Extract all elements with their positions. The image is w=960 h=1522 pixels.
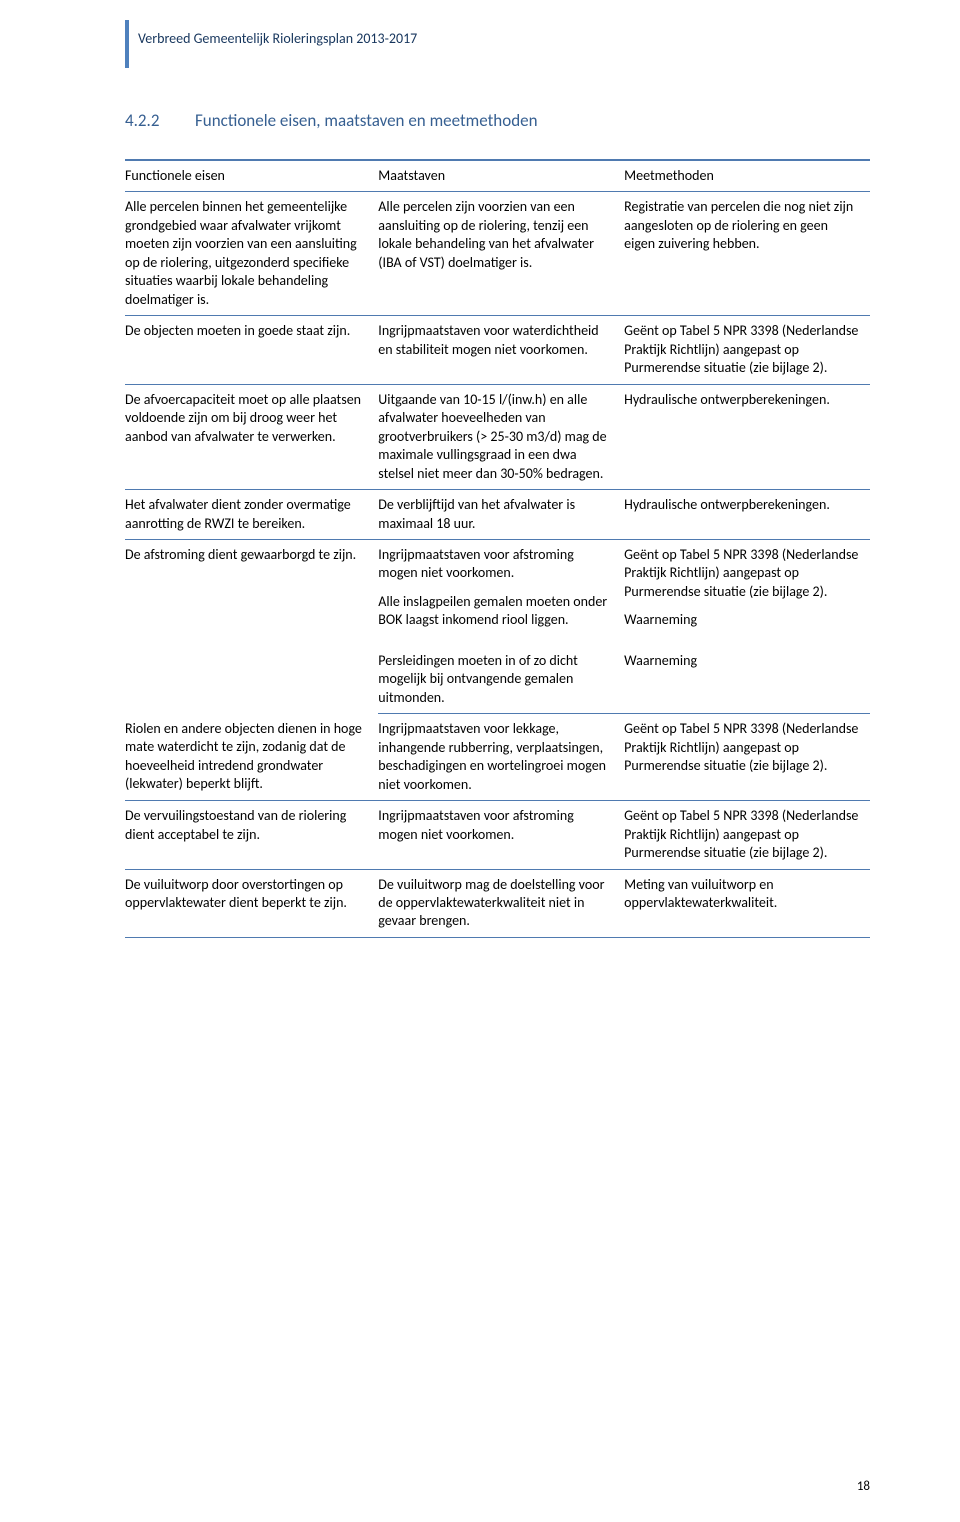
table-row: De vuiluitworp door overstortingen op op… xyxy=(125,869,870,937)
table-row: Alle percelen binnen het gemeentelijke g… xyxy=(125,192,870,316)
cell-functionele-eisen: De vuiluitworp door overstortingen op op… xyxy=(125,869,378,937)
col-header-maatstaven: Maatstaven xyxy=(378,160,624,192)
document-header: Verbreed Gemeentelijk Rioleringsplan 201… xyxy=(138,30,417,47)
cell-meetmethoden: Waarneming xyxy=(624,636,870,714)
cell-functionele-eisen: De objecten moeten in goede staat zijn. xyxy=(125,316,378,384)
table-row: De objecten moeten in goede staat zijn. … xyxy=(125,316,870,384)
cell-functionele-eisen: Riolen en andere objecten dienen in hoge… xyxy=(125,714,378,801)
cell-functionele-eisen: Alle percelen binnen het gemeentelijke g… xyxy=(125,192,378,316)
section-number: 4.2.2 xyxy=(125,110,195,131)
cell-maatstaven: Ingrijpmaatstaven voor afstroming mogen … xyxy=(378,539,624,635)
cell-meetmethoden: Geënt op Tabel 5 NPR 3398 (Nederlandse P… xyxy=(624,539,870,635)
cell-maatstaven: Alle percelen zijn voorzien van een aans… xyxy=(378,192,624,316)
cell-meetmethoden: Hydraulische ontwerpberekeningen. xyxy=(624,384,870,489)
cell-meetmethoden: Hydraulische ontwerpberekeningen. xyxy=(624,490,870,540)
cell-maatstaven: Ingrijpmaatstaven voor waterdichtheid en… xyxy=(378,316,624,384)
section-heading: 4.2.2Functionele eisen, maatstaven en me… xyxy=(125,110,870,131)
cell-para: Persleidingen moeten in of zo dicht moge… xyxy=(378,652,614,707)
cell-functionele-eisen: Het afvalwater dient zonder overmatige a… xyxy=(125,490,378,540)
page: Verbreed Gemeentelijk Rioleringsplan 201… xyxy=(0,0,960,1522)
table-header-row: Functionele eisen Maatstaven Meetmethode… xyxy=(125,160,870,192)
table-row: De afvoercapaciteit moet op alle plaatse… xyxy=(125,384,870,489)
page-number: 18 xyxy=(857,1479,870,1494)
table-row: De vervuilingstoestand van de riolering … xyxy=(125,801,870,869)
cell-maatstaven: Ingrijpmaatstaven voor lekkage, inhangen… xyxy=(378,714,624,801)
cell-meetmethoden: Geënt op Tabel 5 NPR 3398 (Nederlandse P… xyxy=(624,801,870,869)
cell-functionele-eisen: De afstroming dient gewaarborgd te zijn. xyxy=(125,539,378,713)
cell-para: Alle inslagpeilen gemalen moeten onder B… xyxy=(378,593,614,630)
cell-meetmethoden: Geënt op Tabel 5 NPR 3398 (Nederlandse P… xyxy=(624,316,870,384)
cell-maatstaven: De verblijftijd van het afvalwater is ma… xyxy=(378,490,624,540)
cell-maatstaven: Ingrijpmaatstaven voor afstroming mogen … xyxy=(378,801,624,869)
cell-para: Waarneming xyxy=(624,652,860,670)
section-title-text: Functionele eisen, maatstaven en meetmet… xyxy=(195,110,538,131)
cell-para: Waarneming xyxy=(624,611,860,629)
cell-para: Ingrijpmaatstaven voor afstroming mogen … xyxy=(378,546,614,583)
table-row: Riolen en andere objecten dienen in hoge… xyxy=(125,714,870,801)
cell-meetmethoden: Geënt op Tabel 5 NPR 3398 (Nederlandse P… xyxy=(624,714,870,801)
cell-meetmethoden: Meting van vuiluitworp en oppervlaktewat… xyxy=(624,869,870,937)
cell-maatstaven: Uitgaande van 10-15 l/(inw.h) en alle af… xyxy=(378,384,624,489)
cell-maatstaven: Persleidingen moeten in of zo dicht moge… xyxy=(378,636,624,714)
cell-functionele-eisen: De afvoercapaciteit moet op alle plaatse… xyxy=(125,384,378,489)
header-rule xyxy=(125,20,129,68)
cell-para: Geënt op Tabel 5 NPR 3398 (Nederlandse P… xyxy=(624,546,860,601)
requirements-table: Functionele eisen Maatstaven Meetmethode… xyxy=(125,159,870,938)
table-row: De afstroming dient gewaarborgd te zijn.… xyxy=(125,539,870,635)
cell-functionele-eisen: De vervuilingstoestand van de riolering … xyxy=(125,801,378,869)
col-header-functionele-eisen: Functionele eisen xyxy=(125,160,378,192)
col-header-meetmethoden: Meetmethoden xyxy=(624,160,870,192)
table-row: Het afvalwater dient zonder overmatige a… xyxy=(125,490,870,540)
cell-meetmethoden: Registratie van percelen die nog niet zi… xyxy=(624,192,870,316)
cell-maatstaven: De vuiluitworp mag de doelstelling voor … xyxy=(378,869,624,937)
